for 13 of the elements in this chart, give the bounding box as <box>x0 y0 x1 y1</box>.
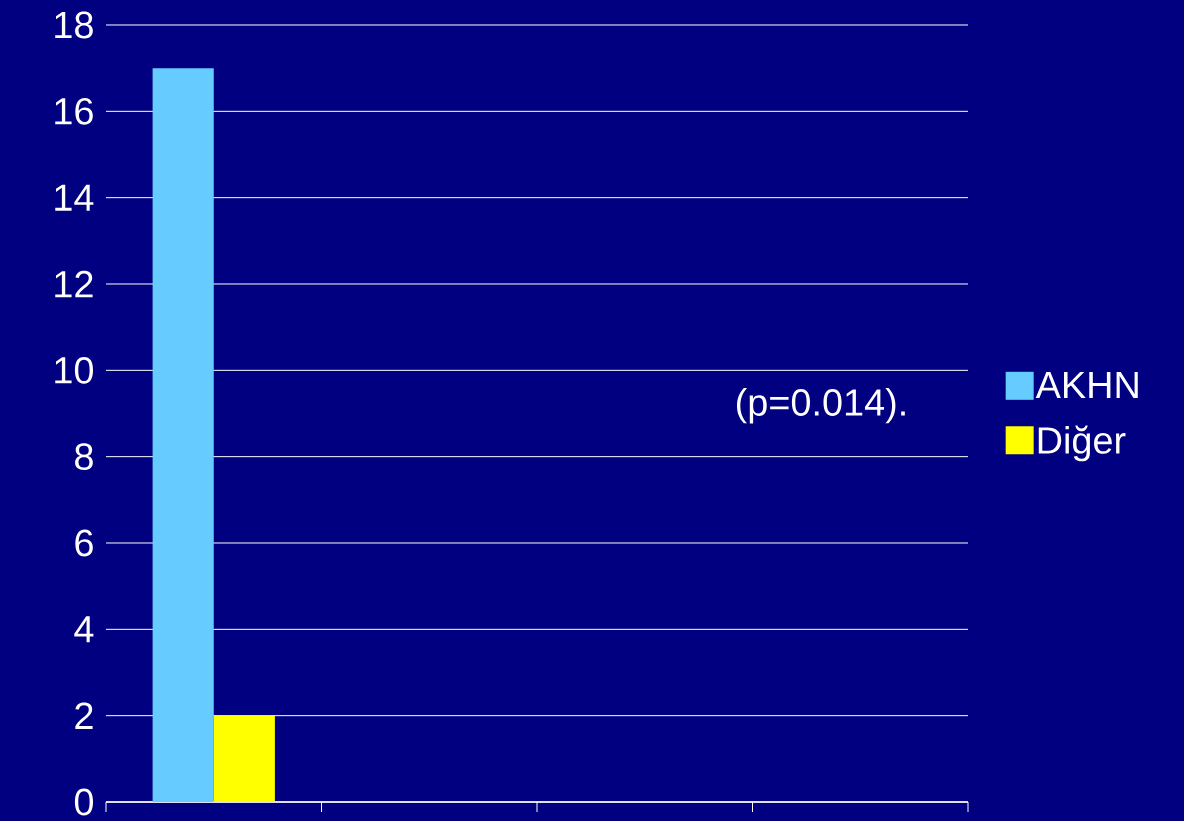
annotation: (p=0.014). <box>736 388 905 424</box>
y-tick-label: 18 <box>55 11 93 39</box>
y-tick-label: 0 <box>74 788 93 816</box>
y-tick-label: 4 <box>74 616 94 643</box>
y-tick-label: 16 <box>55 97 93 125</box>
y-tick-label: 6 <box>75 529 93 557</box>
y-tick-label: 12 <box>55 270 93 298</box>
y-tick-label: 2 <box>75 702 93 729</box>
y-tick-label: 10 <box>55 356 93 384</box>
legend-label: Diğer <box>1038 425 1126 462</box>
legend-label: AKHN <box>1035 372 1138 399</box>
y-tick-label: 14 <box>55 184 94 211</box>
y-tick-label: 8 <box>75 443 93 471</box>
